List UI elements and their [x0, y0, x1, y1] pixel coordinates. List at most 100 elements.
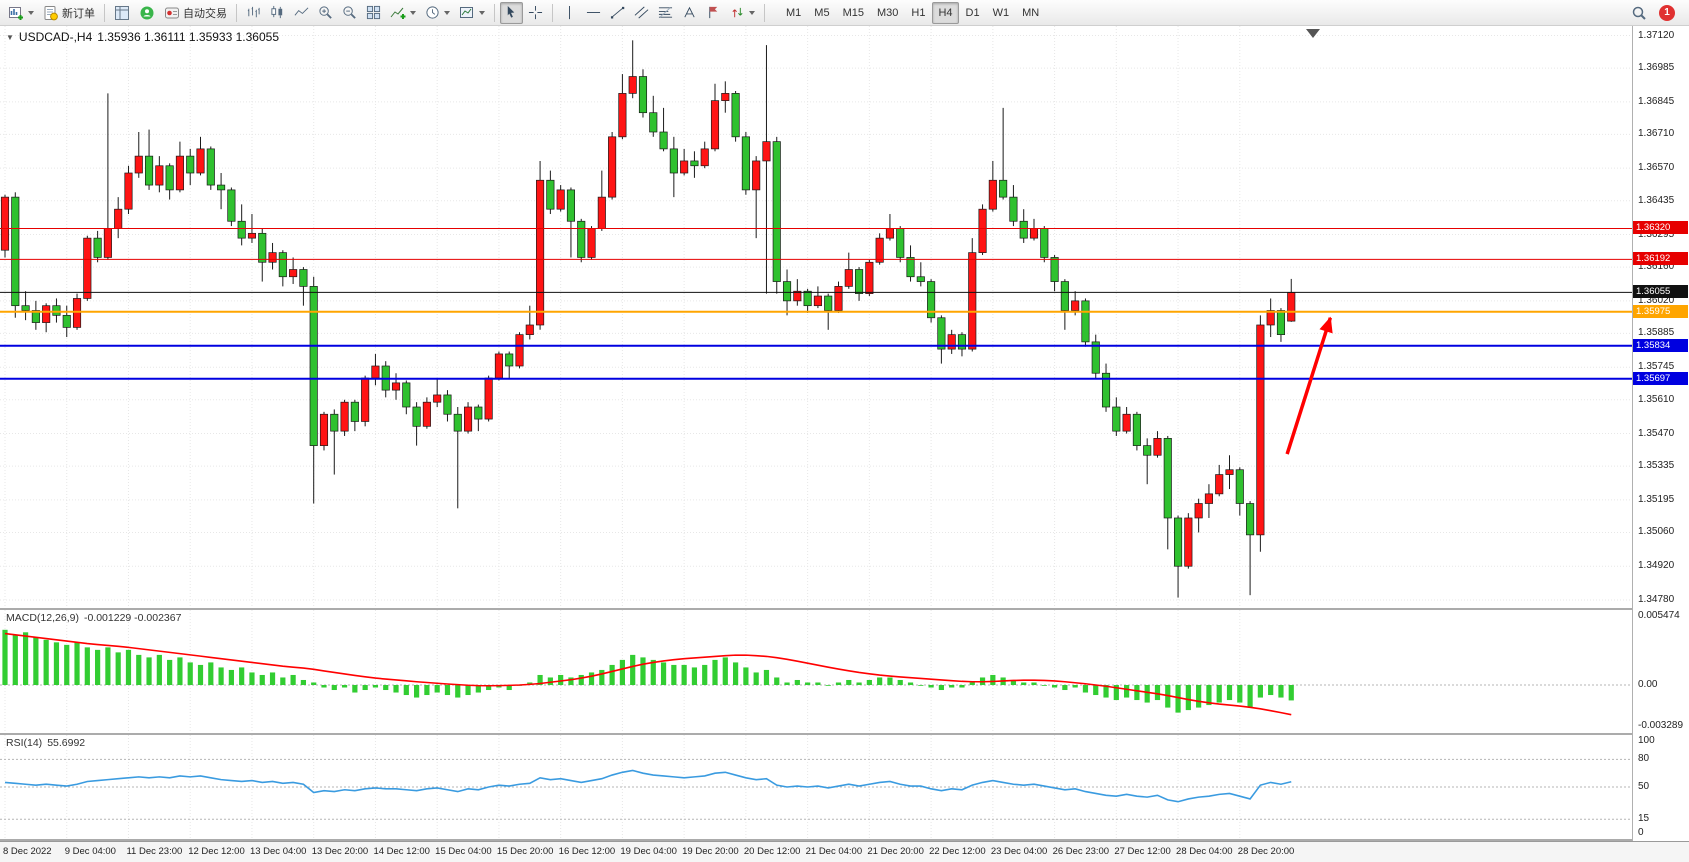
- autotrading-button[interactable]: 自动交易: [160, 2, 231, 24]
- toolbar-separator: [494, 3, 495, 22]
- cursor-tool-button[interactable]: [500, 1, 523, 24]
- rsi-pane[interactable]: [0, 735, 1632, 839]
- pane-splitter[interactable]: [0, 733, 1689, 735]
- zoom-out-button[interactable]: [338, 2, 361, 24]
- date-axis-label: 26 Dec 23:00: [1052, 846, 1110, 857]
- date-axis-label: 8 Dec 2022: [3, 846, 52, 857]
- crosshair-tool-button[interactable]: [524, 2, 547, 24]
- new-order-button[interactable]: 新订单: [39, 2, 99, 24]
- macd-axis-label: 0.005474: [1638, 610, 1680, 622]
- ohlc-quote-label: 1.35936 1.36111 1.35933 1.36055: [97, 30, 279, 44]
- notification-badge[interactable]: 1: [1659, 4, 1675, 21]
- timeframe-button-m1[interactable]: M1: [780, 2, 807, 24]
- templates-button[interactable]: [455, 2, 489, 24]
- line-chart-icon: [294, 7, 309, 16]
- price-level-tag: 1.36320: [1633, 221, 1688, 235]
- price-axis-label: 1.37120: [1638, 29, 1675, 41]
- date-axis-label: 27 Dec 12:00: [1114, 846, 1171, 857]
- collapse-triangle-icon[interactable]: ▼: [6, 32, 14, 42]
- vline-tool-button[interactable]: [558, 2, 581, 24]
- timeframe-button-d1[interactable]: D1: [960, 2, 986, 24]
- date-axis-label: 21 Dec 20:00: [867, 846, 924, 857]
- arrows-tool-button[interactable]: [726, 2, 759, 24]
- macd-histogram: [2, 629, 1294, 713]
- toolbar-separator: [552, 3, 553, 22]
- price-axis-label: 1.35195: [1638, 493, 1675, 505]
- price-axis-label: 1.36985: [1638, 62, 1675, 74]
- rsi-axis-label: 15: [1638, 813, 1650, 825]
- indicators-button[interactable]: [386, 2, 420, 24]
- tile-windows-button[interactable]: [362, 2, 385, 24]
- label-flag-icon: [709, 6, 718, 19]
- macd-pane[interactable]: [0, 610, 1632, 733]
- rsi-grid: [4, 735, 1241, 839]
- chart-candles-button[interactable]: [266, 2, 289, 24]
- periods-button[interactable]: [421, 2, 454, 24]
- date-axis-label: 9 Dec 04:00: [64, 846, 116, 857]
- timeframe-button-m15[interactable]: M15: [837, 2, 870, 24]
- caret-down-icon: [749, 10, 755, 15]
- date-axis-label: 28 Dec 20:00: [1237, 846, 1295, 857]
- date-axis-label: 11 Dec 23:00: [126, 846, 183, 857]
- horizontal-line-icon: [586, 12, 601, 13]
- toolbar-right-group: 1: [1627, 2, 1675, 24]
- date-axis-label: 23 Dec 04:00: [990, 846, 1048, 857]
- timeframe-button-h4[interactable]: H4: [932, 1, 959, 24]
- macd-signal-line: [4, 632, 1292, 716]
- search-button[interactable]: [1627, 2, 1651, 24]
- timeframe-button-m5[interactable]: M5: [808, 2, 835, 24]
- zoom-in-icon: [319, 6, 332, 19]
- hline-tool-button[interactable]: [582, 2, 605, 24]
- date-axis[interactable]: 8 Dec 2022 9 Dec 04:00 11 Dec 23:00 12 Dec …: [0, 841, 1689, 862]
- market-watch-icon: [115, 5, 129, 20]
- label-tool-button[interactable]: [702, 2, 725, 24]
- caret-down-icon: [479, 10, 485, 15]
- timeframe-button-h1[interactable]: H1: [905, 2, 931, 24]
- fibonacci-icon: [658, 7, 673, 18]
- main-toolbar: 新订单 自动交易: [0, 0, 1689, 26]
- toolbar-separator: [236, 3, 237, 22]
- price-axis-label: 1.34780: [1638, 594, 1675, 605]
- chart-line-button[interactable]: [290, 2, 313, 24]
- macd-axis-label: -0.003289: [1638, 720, 1684, 732]
- price-axis-label: 1.35060: [1638, 526, 1675, 538]
- timeframe-toolbar: M1 M5 M15 M30 H1 H4 D1 W1 MN: [780, 1, 1045, 24]
- text-tool-button[interactable]: [678, 2, 701, 24]
- price-axis-label: 1.35335: [1638, 460, 1675, 472]
- date-axis-label: 15 Dec 20:00: [496, 846, 554, 857]
- pane-splitter[interactable]: [0, 608, 1689, 610]
- pane-splitter[interactable]: [0, 839, 1689, 841]
- arrow-objects-icon: [732, 7, 743, 18]
- price-pane[interactable]: [0, 26, 1632, 608]
- date-axis-label: 12 Dec 12:00: [188, 846, 245, 857]
- price-axis[interactable]: 1.37120 1.36985 1.36845 1.36710 1.36570 1.364…: [1632, 26, 1689, 841]
- candles: [0, 40, 1296, 598]
- channel-tool-button[interactable]: [630, 2, 653, 24]
- tile-windows-icon: [366, 5, 381, 20]
- price-axis-label: 1.35470: [1638, 427, 1675, 439]
- price-level-tag: 1.36055: [1633, 285, 1688, 299]
- clock-icon: [426, 6, 439, 19]
- trendline-tool-button[interactable]: [606, 2, 629, 24]
- market-watch-button[interactable]: [110, 2, 134, 24]
- trendline-icon: [610, 6, 625, 19]
- rsi-axis-label: 50: [1638, 781, 1650, 792]
- rsi-value: 55.6992: [47, 737, 86, 749]
- timeframe-button-w1[interactable]: W1: [987, 2, 1016, 24]
- new-chart-button[interactable]: [4, 2, 38, 24]
- timeframe-button-m30[interactable]: M30: [871, 2, 904, 24]
- new-order-icon: [44, 5, 58, 20]
- fibonacci-tool-button[interactable]: [654, 2, 677, 24]
- zoom-in-button[interactable]: [314, 2, 337, 24]
- price-axis-label: 1.35745: [1638, 361, 1675, 373]
- price-axis-label: 1.36845: [1638, 95, 1675, 107]
- indicators-icon: [390, 7, 406, 19]
- rsi-name: RSI(14): [6, 737, 43, 749]
- text-icon: [684, 6, 695, 18]
- macd-label: MACD(12,26,9) -0.001229 -0.002367: [6, 612, 181, 624]
- chart-bars-button[interactable]: [242, 2, 265, 24]
- timeframe-button-mn[interactable]: MN: [1016, 2, 1045, 24]
- date-axis-label: 15 Dec 04:00: [435, 846, 492, 857]
- price-axis-label: 1.36570: [1638, 162, 1675, 174]
- community-button[interactable]: [135, 2, 159, 24]
